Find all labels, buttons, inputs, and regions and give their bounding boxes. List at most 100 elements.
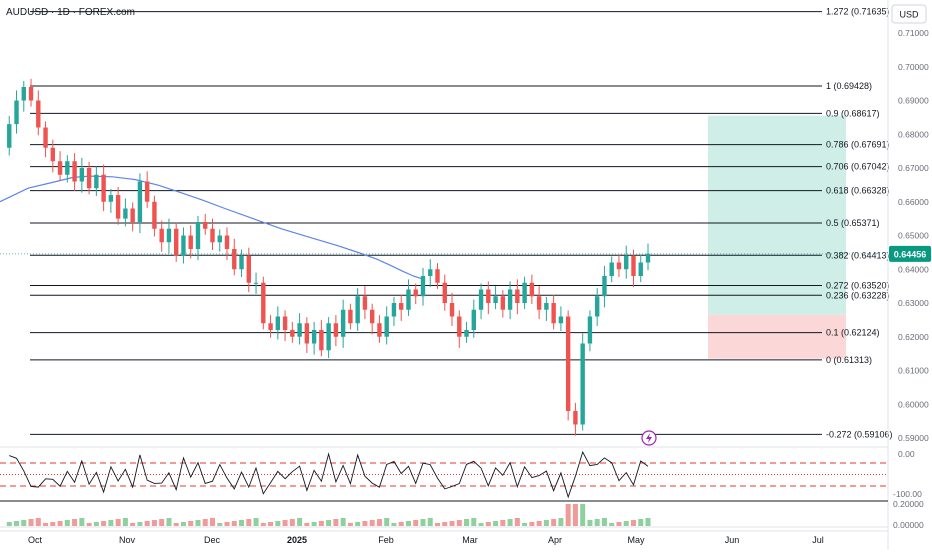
- volume-bar: [558, 518, 564, 526]
- volume-bar: [630, 520, 636, 526]
- candle-body: [449, 303, 455, 317]
- candle-body: [253, 282, 259, 284]
- oscillator-pane: 0.00 -100.00: [0, 446, 922, 502]
- fib-label: 0.272 (0.63520): [826, 280, 890, 290]
- volume-bar: [122, 518, 128, 526]
- fib-label: 1 (0.69428): [826, 81, 872, 91]
- volume-bar: [318, 521, 324, 526]
- volume-bar: [369, 520, 375, 526]
- candle-body: [232, 249, 237, 270]
- candle-body: [203, 222, 208, 229]
- candle-body: [174, 228, 179, 256]
- price-tick: 0.69000: [898, 96, 929, 106]
- fib-label: 0 (0.61313): [826, 355, 872, 365]
- candle-body: [464, 330, 469, 337]
- volume-bar: [435, 523, 441, 526]
- volume-top-label: 0.20000: [893, 499, 924, 509]
- candle-body: [399, 303, 404, 310]
- volume-bar: [180, 522, 186, 526]
- candle-body: [195, 222, 201, 249]
- fib-label: -0.272 (0.59106): [826, 429, 893, 439]
- candle-body: [362, 296, 368, 310]
- candle-body: [609, 262, 614, 276]
- currency-button[interactable]: USD: [891, 4, 927, 24]
- candle-body: [188, 235, 193, 249]
- alert-icon[interactable]: [641, 430, 657, 446]
- position-zones: [708, 115, 846, 359]
- candle-body: [624, 255, 629, 270]
- volume-bar: [587, 520, 593, 526]
- volume-bar: [311, 522, 317, 526]
- candle-body: [297, 323, 302, 337]
- volume-bar: [471, 518, 477, 526]
- volume-bar: [565, 504, 571, 526]
- candle-body: [377, 323, 382, 337]
- candle-body: [478, 289, 484, 310]
- candle-body: [50, 147, 56, 162]
- candle-body: [268, 323, 273, 330]
- volume-bar: [601, 518, 607, 526]
- candle-body: [217, 235, 222, 243]
- candle-body: [428, 269, 433, 276]
- candle-body: [123, 208, 128, 219]
- volume-bar: [326, 520, 332, 526]
- candle-body: [391, 303, 397, 317]
- volume-bar: [536, 521, 542, 526]
- fibonacci-levels: 1.272 (0.71635) 1 (0.69428) 0.9 (0.68617) 0…: [30, 7, 893, 439]
- volume-bar: [297, 518, 303, 526]
- volume-bar: [268, 522, 274, 526]
- fib-label: 0.382 (0.64413): [826, 250, 890, 260]
- volume-bar: [645, 518, 651, 526]
- volume-bar: [398, 522, 404, 526]
- volume-bar: [333, 519, 339, 526]
- volume-bar: [384, 518, 390, 526]
- price-tick: 0.62000: [898, 332, 929, 342]
- candle-body: [152, 201, 157, 229]
- candle-body: [261, 282, 266, 324]
- candle-body: [587, 316, 593, 344]
- fib-label: 0.706 (0.67042): [826, 162, 890, 172]
- oscillator-line: [9, 450, 649, 499]
- candle-body: [144, 181, 150, 202]
- volume-bar: [507, 519, 513, 526]
- candle-body: [21, 87, 26, 101]
- volume-bar: [28, 519, 34, 526]
- volume-bar: [500, 520, 506, 526]
- volume-bar: [173, 523, 179, 526]
- candle-body: [290, 330, 295, 337]
- volume-bar: [485, 522, 491, 526]
- volume-pane: 0.20000 0.00000: [0, 499, 924, 530]
- time-axis: Oct Nov Dec 2025 Feb Mar Apr May Jun Jul: [0, 530, 888, 545]
- volume-bar: [64, 520, 70, 526]
- time-tick: Dec: [204, 535, 221, 545]
- candle-body: [311, 330, 317, 344]
- volume-bar: [456, 520, 462, 526]
- candle-body: [57, 161, 63, 175]
- volume-bar: [464, 519, 470, 526]
- volume-bar: [253, 518, 259, 526]
- volume-bar: [572, 504, 578, 526]
- volume-zero-label: 0.00000: [893, 520, 924, 530]
- volume-bar: [580, 504, 586, 526]
- fib-label: 0.5 (0.65371): [826, 218, 880, 228]
- volume-bar: [166, 518, 172, 526]
- volume-bar: [144, 521, 150, 526]
- candle-body: [645, 253, 651, 263]
- volume-bar: [188, 521, 194, 526]
- volume-bar: [202, 519, 208, 526]
- volume-bar: [594, 519, 600, 526]
- volume-bar: [93, 522, 99, 526]
- osc-bottom-label: -100.00: [893, 489, 922, 499]
- candle-body: [166, 228, 172, 243]
- candle-body: [14, 100, 19, 125]
- candle-body: [435, 269, 440, 283]
- candle-body: [616, 262, 622, 270]
- volume-bar: [50, 522, 56, 526]
- candle-body: [551, 303, 556, 324]
- price-tick: 0.63000: [898, 298, 929, 308]
- candle-body: [65, 161, 70, 175]
- candle-body: [573, 411, 578, 425]
- volume-bar: [260, 523, 266, 526]
